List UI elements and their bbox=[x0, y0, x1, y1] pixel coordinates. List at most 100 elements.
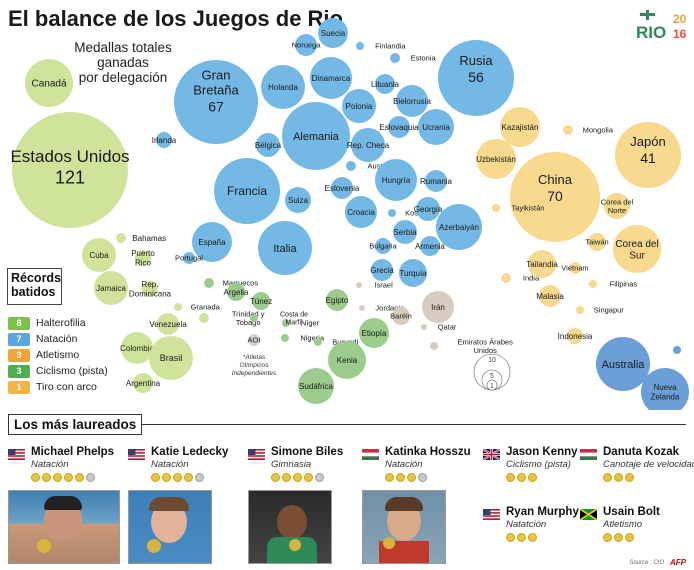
bubble-malasia bbox=[539, 285, 561, 307]
silver-medal-icon bbox=[418, 473, 427, 482]
gold-medal-icon bbox=[506, 533, 515, 542]
gold-medal-icon bbox=[614, 473, 623, 482]
gold-medal-icon bbox=[42, 473, 51, 482]
silver-medal-icon bbox=[86, 473, 95, 482]
bubble-argelia bbox=[227, 283, 245, 301]
bubble-estados-unidos bbox=[12, 112, 128, 228]
athlete-card: Usain Bolt Atletismo bbox=[579, 506, 660, 542]
country-label: Vietnam bbox=[561, 264, 588, 273]
gold-medal-icon bbox=[625, 533, 634, 542]
record-label: Halterofilia bbox=[36, 317, 86, 329]
country-label: Israel bbox=[374, 281, 393, 290]
bubble-bielorrusia bbox=[396, 85, 428, 117]
bubble-croacia bbox=[345, 196, 377, 228]
bubble-portugal bbox=[183, 252, 195, 264]
bubble-corea-del-sur bbox=[613, 225, 661, 273]
size-legend-circle bbox=[486, 379, 498, 391]
country-label: Emiratos Árabes Unidos bbox=[457, 337, 513, 355]
bubble-alemania bbox=[282, 102, 350, 170]
country-label: Suiza bbox=[288, 196, 309, 205]
country-label: Hungría bbox=[382, 176, 411, 185]
size-legend-label: 1 bbox=[490, 383, 494, 390]
athlete-card: Michael Phelps Natación bbox=[8, 446, 114, 482]
bubble-qatar bbox=[421, 324, 427, 330]
country-label: Kazajistán bbox=[502, 123, 539, 132]
bubble-holanda bbox=[261, 65, 305, 109]
medal-row bbox=[603, 533, 660, 542]
bubble-australia bbox=[596, 337, 650, 391]
country-label: Uzbekistán bbox=[476, 155, 516, 164]
bubble-jamaica bbox=[94, 271, 128, 305]
country-label: Canadá bbox=[31, 79, 66, 90]
athlete-name: Katie Ledecky bbox=[151, 446, 229, 458]
bubble-jordania bbox=[359, 305, 365, 311]
country-label: Irlanda bbox=[152, 136, 177, 145]
bubble-dinamarca bbox=[310, 57, 352, 99]
usa-flag-icon bbox=[128, 447, 145, 460]
bubble-gran-breta-a bbox=[174, 60, 258, 144]
country-label: Australia bbox=[602, 359, 646, 371]
athlete-name: Ryan Murphy bbox=[506, 506, 579, 518]
sport-icon: 1 bbox=[8, 380, 30, 394]
bubble-bulgaria bbox=[375, 238, 391, 254]
bubble-sud-frica bbox=[298, 368, 334, 404]
gold-medal-icon bbox=[528, 473, 537, 482]
gold-medal-icon bbox=[64, 473, 73, 482]
bubble-colombia bbox=[121, 332, 153, 364]
medal-row bbox=[271, 473, 343, 482]
country-label: Bulgaria bbox=[369, 242, 397, 251]
athlete-card: Jason Kenny Ciclismo (pista) bbox=[482, 446, 578, 482]
usa-flag-icon bbox=[8, 447, 25, 460]
bubble-noruega bbox=[295, 34, 317, 56]
bubble-grecia bbox=[371, 259, 393, 281]
bubble-brasil bbox=[149, 336, 193, 380]
gold-medal-icon bbox=[517, 533, 526, 542]
country-label: Alemania bbox=[293, 131, 340, 143]
country-label: Dinamarca bbox=[312, 74, 351, 83]
country-label: Croacia bbox=[347, 208, 375, 217]
country-label: Mongolia bbox=[583, 126, 614, 135]
records-title: Récords batidos bbox=[11, 271, 62, 299]
bubble-rep-checa bbox=[351, 128, 385, 162]
medal-row bbox=[506, 473, 578, 482]
country-label: Finlandia bbox=[375, 42, 406, 51]
bubble-fiyi bbox=[673, 346, 681, 354]
gold-medal-icon bbox=[293, 473, 302, 482]
country-label: Nueva Zelanda bbox=[651, 383, 680, 401]
bubble-aoi bbox=[248, 334, 260, 346]
section-divider bbox=[8, 424, 686, 425]
country-label: Jamaica bbox=[96, 284, 126, 293]
athlete-card: Ryan Murphy Natatción bbox=[483, 506, 579, 542]
size-legend-label: 5 bbox=[490, 373, 494, 380]
athlete-sport: Natación bbox=[31, 459, 69, 470]
bubble-taiw-n bbox=[588, 233, 606, 251]
country-label: Bielorrusia bbox=[393, 97, 431, 106]
athlete-card: Katie Ledecky Natación bbox=[128, 446, 228, 482]
jamaica-flag-icon bbox=[579, 507, 598, 521]
country-label: Serbia bbox=[393, 228, 417, 237]
bubble-costa-de-marfil bbox=[250, 314, 258, 322]
country-label: India bbox=[523, 274, 540, 283]
bubble-china bbox=[510, 152, 600, 242]
medal-row bbox=[506, 533, 579, 542]
country-label: Kenia bbox=[337, 356, 358, 365]
bubble-francia bbox=[214, 158, 280, 224]
bubble-suiza bbox=[285, 187, 311, 213]
bubble-finlandia bbox=[356, 42, 364, 50]
country-label: Qatar bbox=[438, 323, 457, 332]
athlete-name: Simone Biles bbox=[271, 446, 344, 458]
bubble-ir-n bbox=[422, 291, 454, 323]
bubble-kenia bbox=[328, 341, 366, 379]
gold-medal-icon bbox=[31, 473, 40, 482]
medal-count: 67 bbox=[208, 99, 224, 115]
bubble-filipinas bbox=[589, 280, 597, 288]
country-label: Noruega bbox=[292, 41, 322, 50]
silver-medal-icon bbox=[315, 473, 324, 482]
bubble-lituania bbox=[375, 74, 395, 94]
records-title-frame bbox=[7, 268, 62, 305]
bubble-n-ger bbox=[282, 319, 290, 327]
gold-medal-icon bbox=[282, 473, 291, 482]
gold-medal-icon bbox=[53, 473, 62, 482]
country-label: Malasia bbox=[536, 292, 564, 301]
bubble-granada bbox=[174, 303, 182, 311]
